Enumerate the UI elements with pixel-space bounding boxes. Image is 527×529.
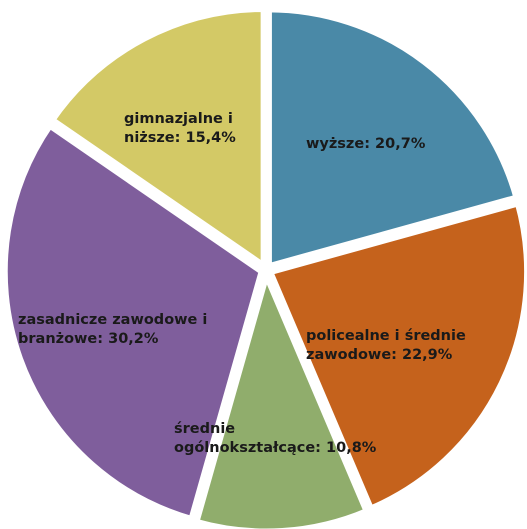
slice-label-3: średnie ogólnokształcące: 10,8% xyxy=(174,421,377,456)
slice-label-4: zasadnicze zawodowe i branżowe: 30,2% xyxy=(18,312,207,347)
slice-label-line: branżowe: 30,2% xyxy=(18,331,159,347)
pie-slice-2 xyxy=(264,198,527,514)
slice-label-2: policealne i średnie zawodowe: 22,9% xyxy=(306,328,466,363)
slice-label-line: zawodowe: 22,9% xyxy=(306,347,453,363)
slice-labels: wyższe: 20,7% policealne i średnie zawodow… xyxy=(18,111,466,456)
pie-slice-5 xyxy=(46,4,268,274)
pie-slice-3 xyxy=(191,263,372,529)
slice-label-line: gimnazjalne i xyxy=(124,111,233,127)
slice-label-line: niższe: 15,4% xyxy=(124,130,236,146)
pie-slices xyxy=(0,4,527,529)
slice-label-line: wyższe: 20,7% xyxy=(306,136,426,152)
slice-label-5: gimnazjalne i niższe: 15,4% xyxy=(124,111,236,146)
slice-label-line: średnie xyxy=(174,421,235,437)
pie-slice-4 xyxy=(0,120,267,524)
slice-label-line: policealne i średnie xyxy=(306,328,466,344)
slice-label-line: ogólnokształcące: 10,8% xyxy=(174,440,377,456)
slice-label-1: wyższe: 20,7% xyxy=(306,136,426,152)
slice-label-line: zasadnicze zawodowe i xyxy=(18,312,207,328)
pie-slice-1 xyxy=(264,5,522,272)
